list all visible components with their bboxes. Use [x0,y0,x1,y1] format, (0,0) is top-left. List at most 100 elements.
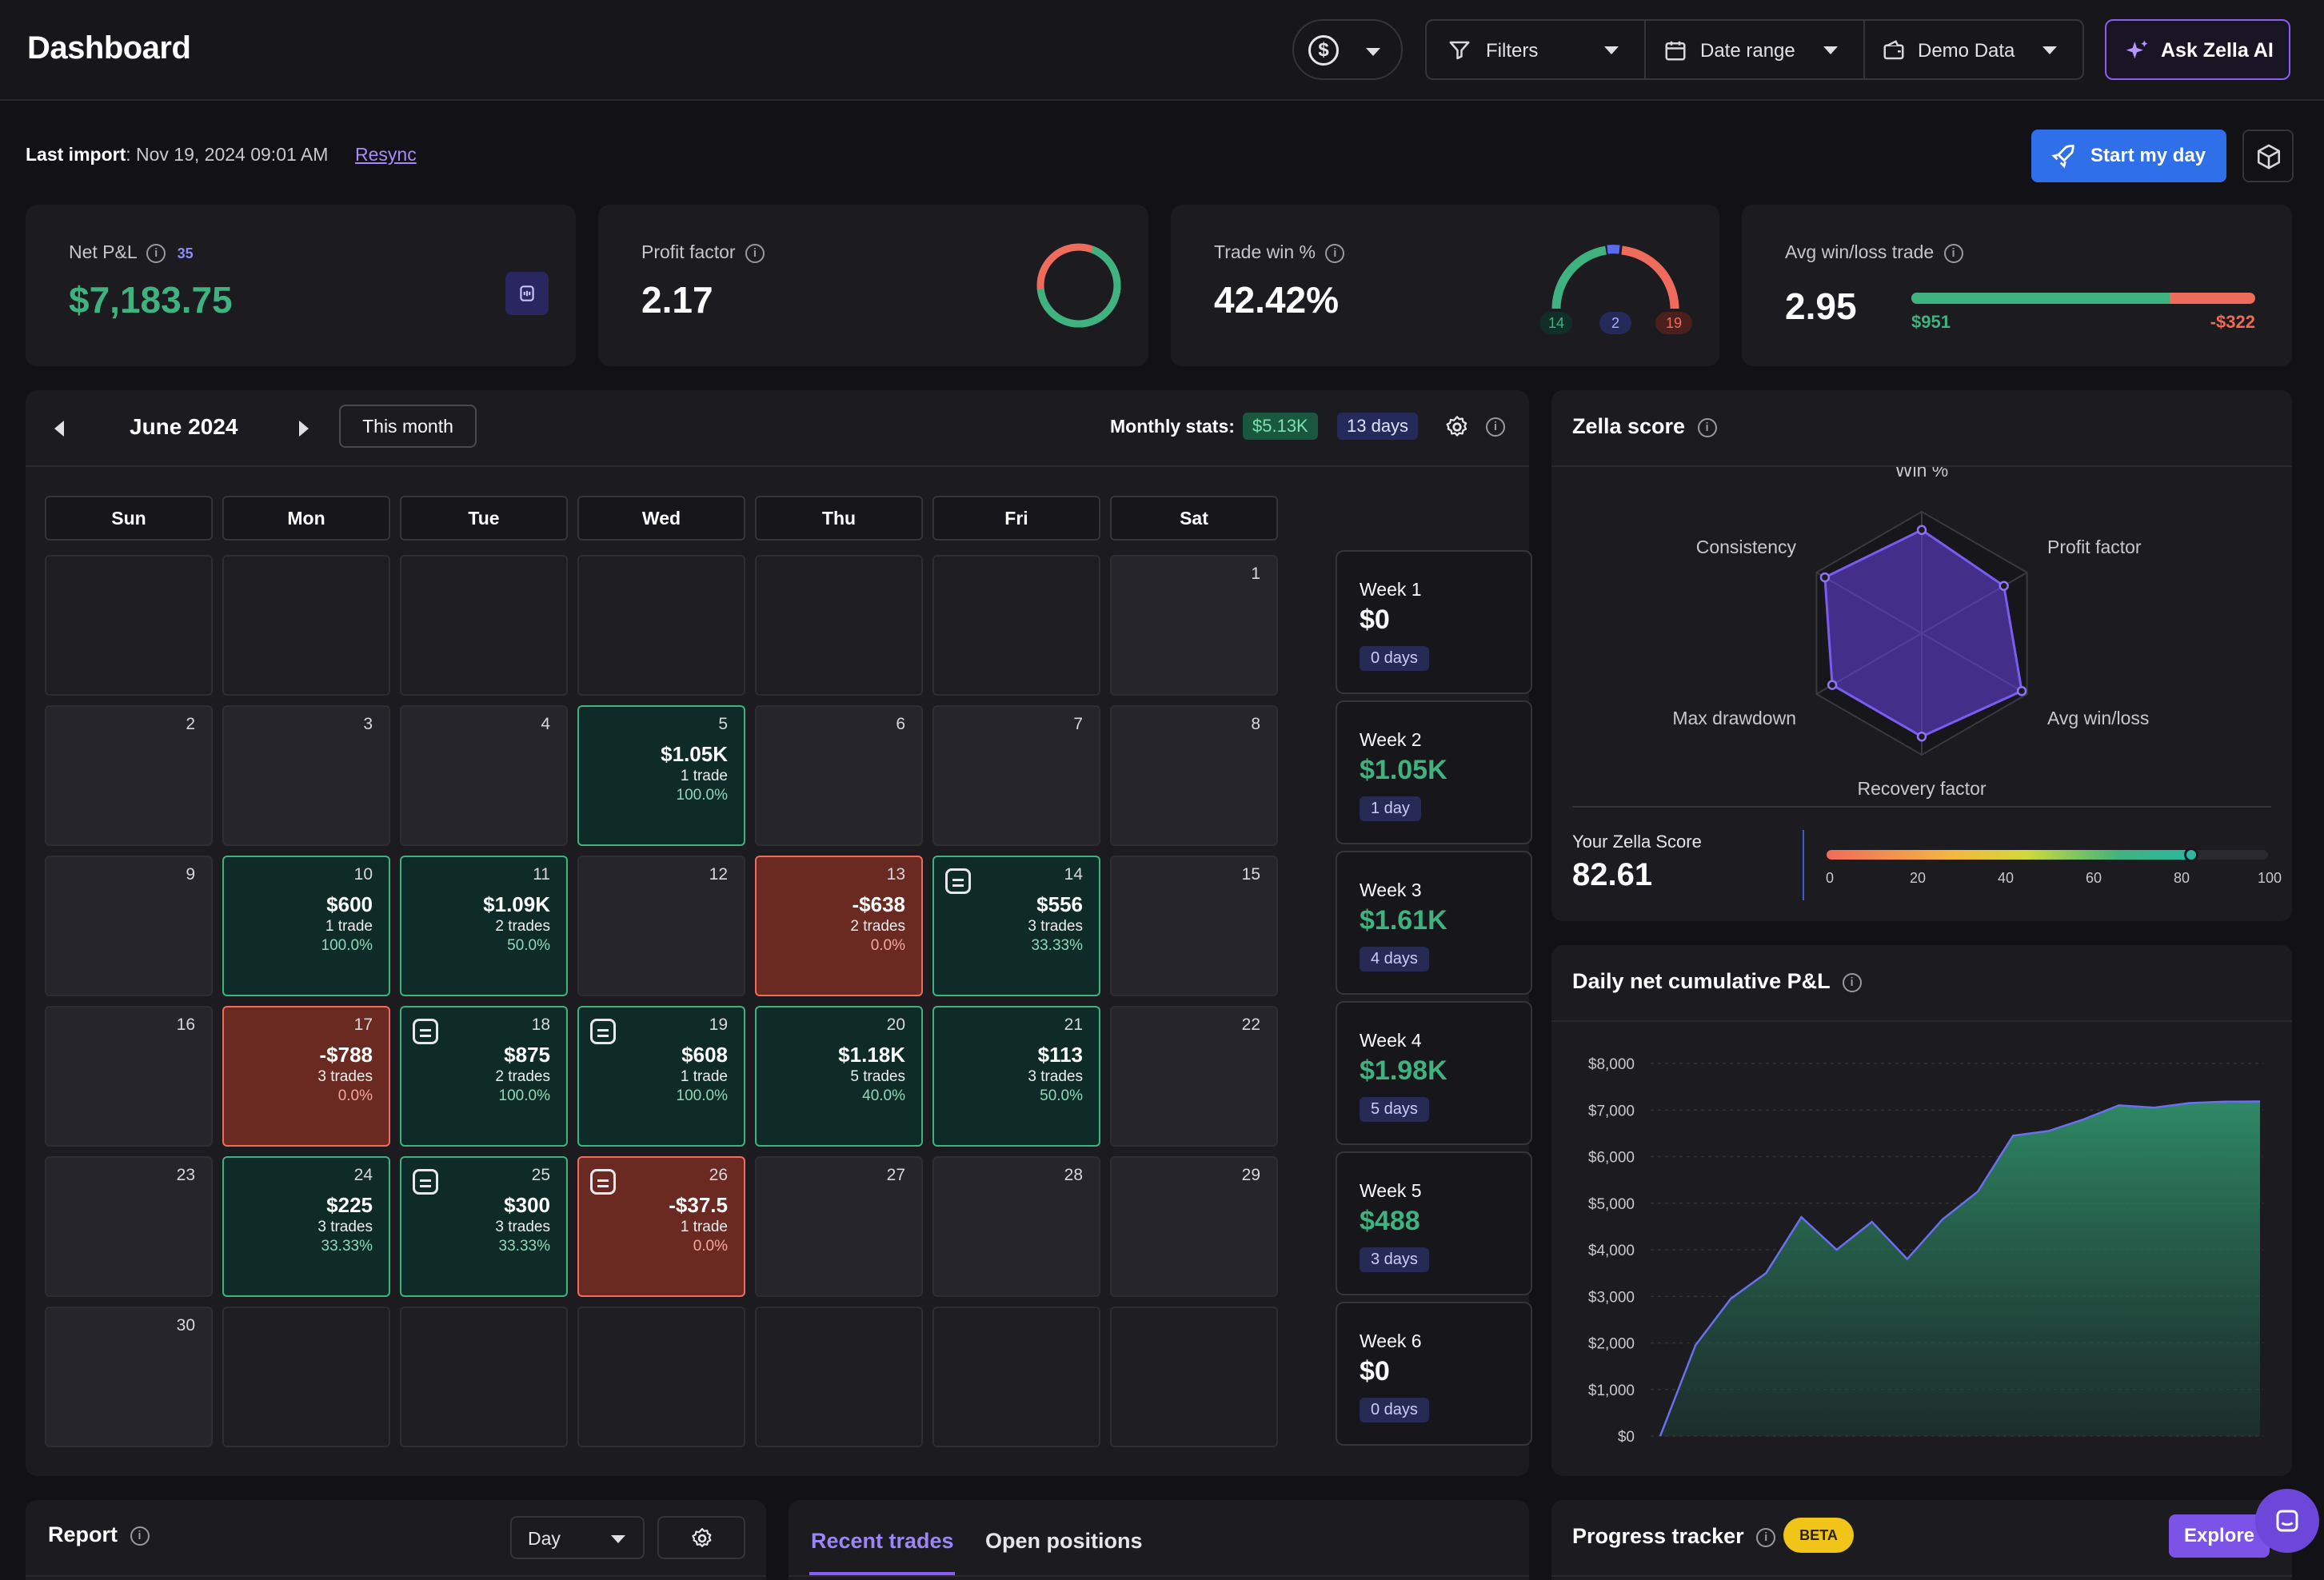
chat-support-button[interactable] [2255,1489,2319,1553]
last-import-label: Last import [26,144,126,165]
date-range-dropdown[interactable]: Date range [1646,21,1863,78]
info-icon[interactable]: i [146,243,166,263]
explore-button[interactable]: Explore [2169,1514,2270,1558]
calendar-day-30[interactable]: 30 [45,1307,213,1447]
calendar-day-20[interactable]: 20 $1.18K 5 trades 40.0% [755,1006,923,1147]
cumulative-area [1660,1101,2260,1436]
journal-note-icon[interactable] [413,1019,438,1044]
calendar-day-empty [400,1307,568,1447]
start-my-day-button[interactable]: Start my day [2031,130,2226,182]
journal-note-icon[interactable] [413,1169,438,1195]
calendar-day-7[interactable]: 7 [932,705,1100,846]
report-title: Report i [48,1522,150,1547]
calendar-day-8[interactable]: 8 [1110,705,1278,846]
info-icon[interactable]: i [1842,972,1862,992]
day-win-rate: 0.0% [693,1238,728,1255]
day-pnl: $875 [504,1043,550,1067]
calendar-day-12[interactable]: 12 [577,856,745,996]
day-trades: 1 trade [325,918,373,935]
info-icon[interactable]: i [130,1526,150,1546]
calendar-day-13[interactable]: 13 -$638 2 trades 0.0% [755,856,923,996]
tab-open-positions[interactable]: Open positions [985,1529,1143,1553]
day-number: 8 [1251,715,1260,733]
report-period-dropdown[interactable]: Day [510,1516,645,1559]
day-number: 25 [531,1166,550,1184]
day-pnl: -$788 [319,1043,373,1067]
calendar-day-14[interactable]: 14 $556 3 trades 33.33% [932,856,1100,996]
calendar-day-18[interactable]: 18 $875 2 trades 100.0% [400,1006,568,1147]
calendar-day-27[interactable]: 27 [755,1156,923,1297]
last-import-value: : Nov 19, 2024 09:01 AM [126,144,329,165]
calendar-day-4[interactable]: 4 [400,705,568,846]
calendar-day-16[interactable]: 16 [45,1006,213,1147]
weekday-header-sun: Sun [45,496,213,541]
calendar-day-6[interactable]: 6 [755,705,923,846]
day-pnl: $608 [681,1043,728,1067]
day-number: 11 [533,865,550,884]
previous-month-icon[interactable] [54,421,64,437]
week-days-badge: 0 days [1360,1398,1429,1422]
calendar-day-23[interactable]: 23 [45,1156,213,1297]
calendar-day-25[interactable]: 25 $300 3 trades 33.33% [400,1156,568,1297]
journal-note-icon[interactable] [590,1169,616,1195]
week-summary-4: Week 4 $1.98K 5 days [1336,1001,1532,1145]
tab-recent-trades[interactable]: Recent trades [811,1529,954,1553]
resync-link[interactable]: Resync [355,144,417,165]
radar-axis-label: Consistency [1696,537,1797,557]
widget-settings-button[interactable] [2242,130,2294,182]
day-number: 13 [886,865,905,884]
calendar-day-15[interactable]: 15 [1110,856,1278,996]
calendar-icon [1665,41,1686,61]
info-icon[interactable]: i [1756,1527,1776,1547]
day-number: 26 [709,1166,728,1184]
day-win-rate: 0.0% [870,937,905,954]
day-pnl: $113 [1037,1043,1083,1067]
next-month-icon[interactable] [299,421,309,437]
calendar-day-24[interactable]: 24 $225 3 trades 33.33% [222,1156,390,1297]
net-pnl-detail-button[interactable] [505,272,549,315]
calendar-day-22[interactable]: 22 [1110,1006,1278,1147]
week-days-badge: 4 days [1360,947,1429,972]
start-my-day-label: Start my day [2090,145,2206,166]
info-icon[interactable]: i [1325,243,1345,263]
calendar-day-19[interactable]: 19 $608 1 trade 100.0% [577,1006,745,1147]
day-pnl: $300 [504,1193,550,1217]
calendar-day-2[interactable]: 2 [45,705,213,846]
calendar-day-11[interactable]: 11 $1.09K 2 trades 50.0% [400,856,568,996]
calendar-day-3[interactable]: 3 [222,705,390,846]
calendar-day-9[interactable]: 9 [45,856,213,996]
wallet-icon [1883,40,1904,60]
trade-win-label: Trade win % i [1214,241,1345,263]
day-win-rate: 33.33% [498,1238,550,1255]
day-pnl: $225 [326,1193,373,1217]
day-win-rate: 0.0% [337,1087,373,1104]
trade-win-card: Trade win % i 42.42% 14 2 19 [1171,205,1719,366]
account-dropdown[interactable]: Demo Data [1865,21,2082,78]
settings-gear-icon[interactable] [1444,414,1470,440]
calendar-day-26[interactable]: 26 -$37.5 1 trade 0.0% [577,1156,745,1297]
this-month-button[interactable]: This month [339,405,477,448]
day-trades: 1 trade [680,1219,728,1235]
calendar-day-21[interactable]: 21 $113 3 trades 50.0% [932,1006,1100,1147]
rocket-icon [2051,144,2074,169]
filters-dropdown[interactable]: Filters [1427,21,1644,78]
calendar-day-1[interactable]: 1 [1110,555,1278,696]
calendar-day-17[interactable]: 17 -$788 3 trades 0.0% [222,1006,390,1147]
info-icon[interactable]: i [1486,417,1505,437]
calendar-day-29[interactable]: 29 [1110,1156,1278,1297]
info-icon[interactable]: i [1697,417,1717,437]
week-days-badge: 3 days [1360,1247,1429,1272]
day-trades: 3 trades [495,1219,550,1235]
day-trades: 1 trade [680,1068,728,1085]
journal-note-icon[interactable] [945,868,971,894]
currency-selector[interactable]: $ [1292,19,1403,80]
calendar-day-5[interactable]: 5 $1.05K 1 trade 100.0% [577,705,745,846]
journal-note-icon[interactable] [590,1019,616,1044]
calendar-day-28[interactable]: 28 [932,1156,1100,1297]
info-icon[interactable]: i [745,243,765,263]
info-icon[interactable]: i [1943,243,1963,263]
profit-factor-donut [1036,243,1121,328]
calendar-day-10[interactable]: 10 $600 1 trade 100.0% [222,856,390,996]
ask-zella-ai-button[interactable]: Ask Zella AI [2105,19,2290,80]
report-settings-button[interactable] [657,1516,745,1559]
